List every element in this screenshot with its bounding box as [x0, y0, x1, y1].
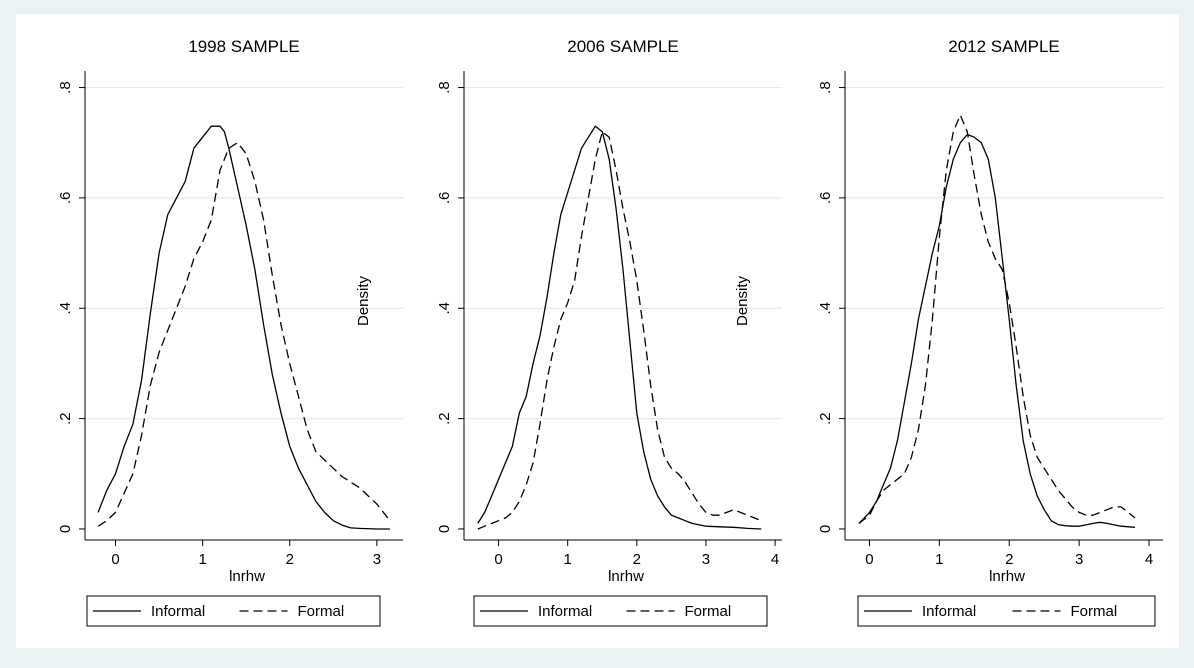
legend: Informal Formal: [857, 595, 1156, 627]
y-tick-label: .4: [817, 302, 834, 315]
legend-label-informal: Informal: [151, 603, 205, 620]
chart-panel-2: 0 .2 .4 .6 .8 0 1 2 3 4 2006 SAMPLE lnrhw Density Inf…: [436, 37, 782, 627]
x-tick-label: 1: [198, 551, 206, 568]
legend-label-informal: Informal: [538, 603, 592, 620]
y-tick-label: .6: [436, 192, 453, 205]
y-tick-label: .8: [436, 81, 453, 94]
x-axis-label: lnrhw: [989, 568, 1025, 585]
y-tick-label: .2: [57, 412, 74, 425]
legend-label-informal: Informal: [922, 603, 976, 620]
x-tick-label: 2: [1005, 551, 1013, 568]
y-axis-label: Density: [355, 275, 372, 326]
y-tick-label: .2: [817, 412, 834, 425]
chart-title: 2006 SAMPLE: [567, 37, 679, 56]
x-tick-label: 2: [633, 551, 641, 568]
chart-title: 1998 SAMPLE: [188, 37, 300, 56]
x-tick-label: 1: [935, 551, 943, 568]
series-line-informal: [97, 125, 390, 530]
x-tick-label: 3: [1075, 551, 1083, 568]
x-tick-label: 1: [564, 551, 572, 568]
x-tick-label: 3: [702, 551, 710, 568]
y-tick-label: .6: [57, 192, 74, 205]
series-line-informal: [477, 125, 762, 530]
y-tick-label: .6: [817, 192, 834, 205]
x-tick-label: 2: [286, 551, 294, 568]
plot-area: [845, 71, 1163, 540]
plot-area: [85, 71, 403, 540]
x-tick-label: 0: [111, 551, 119, 568]
x-tick-label: 3: [373, 551, 381, 568]
series-line-formal: [858, 114, 1136, 524]
x-axis-label: lnrhw: [608, 568, 644, 585]
y-tick-label: .4: [57, 302, 74, 315]
x-tick-label: 0: [865, 551, 873, 568]
x-tick-label: 4: [1145, 551, 1153, 568]
chart-panel-3: 0 .2 .4 .6 .8 0 1 2 3 4 2012 SAMPLE lnrhw Informal Fo…: [817, 37, 1163, 627]
chart-panel-1: 0 .2 .4 .6 .8 0 1 2 3 1998 SAMPLE lnrhw Density Info…: [57, 37, 403, 627]
y-tick-label: .8: [57, 81, 74, 94]
y-axis-label: Density: [734, 275, 751, 326]
y-tick-label: .2: [436, 412, 453, 425]
y-tick-label: 0: [436, 525, 453, 533]
series-line-formal: [477, 131, 762, 530]
series-line-formal: [97, 142, 391, 527]
y-tick-label: .4: [436, 302, 453, 315]
plot-area: [464, 71, 782, 540]
x-tick-label: 0: [494, 551, 502, 568]
legend-label-formal: Formal: [1071, 603, 1118, 620]
legend: Informal Formal: [86, 595, 381, 627]
chart-title: 2012 SAMPLE: [948, 37, 1060, 56]
legend-label-formal: Formal: [685, 603, 732, 620]
series-line-informal: [858, 133, 1136, 528]
x-axis-label: lnrhw: [229, 568, 265, 585]
y-tick-label: 0: [57, 525, 74, 533]
y-tick-label: .8: [817, 81, 834, 94]
x-tick-label: 4: [771, 551, 779, 568]
y-tick-label: 0: [817, 525, 834, 533]
legend-label-formal: Formal: [298, 603, 345, 620]
legend: Informal Formal: [473, 595, 768, 627]
